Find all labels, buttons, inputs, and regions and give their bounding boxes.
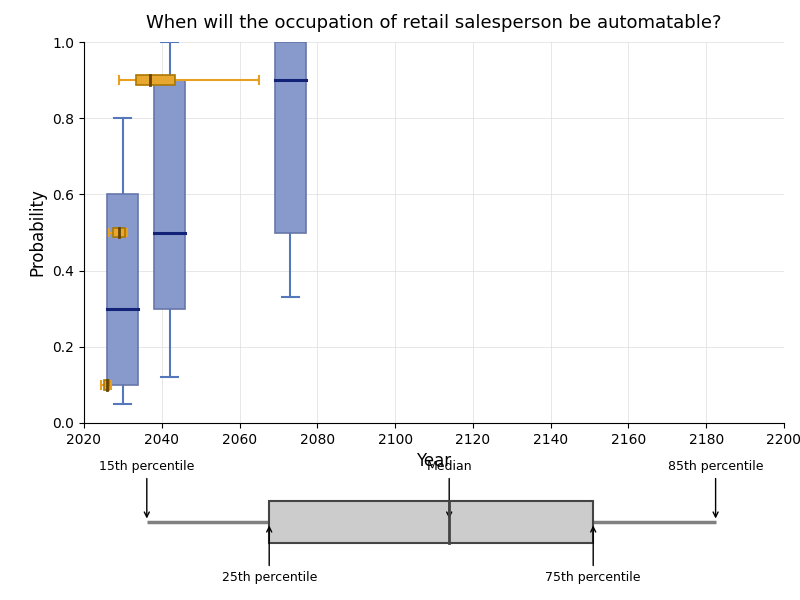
Y-axis label: Probability: Probability	[29, 188, 46, 277]
X-axis label: Year: Year	[417, 452, 451, 470]
Bar	[104, 380, 110, 390]
Bar	[274, 42, 306, 232]
Bar	[107, 194, 138, 385]
Bar	[113, 227, 125, 238]
Bar	[137, 75, 175, 85]
Text: 15th percentile: 15th percentile	[99, 460, 194, 517]
Text: 85th percentile: 85th percentile	[668, 460, 763, 517]
Text: 25th percentile: 25th percentile	[222, 527, 317, 584]
Title: When will the occupation of retail salesperson be automatable?: When will the occupation of retail sales…	[146, 14, 722, 32]
Text: Median: Median	[426, 460, 472, 517]
Bar	[154, 80, 185, 308]
Text: 75th percentile: 75th percentile	[546, 527, 641, 584]
Bar	[269, 501, 594, 543]
